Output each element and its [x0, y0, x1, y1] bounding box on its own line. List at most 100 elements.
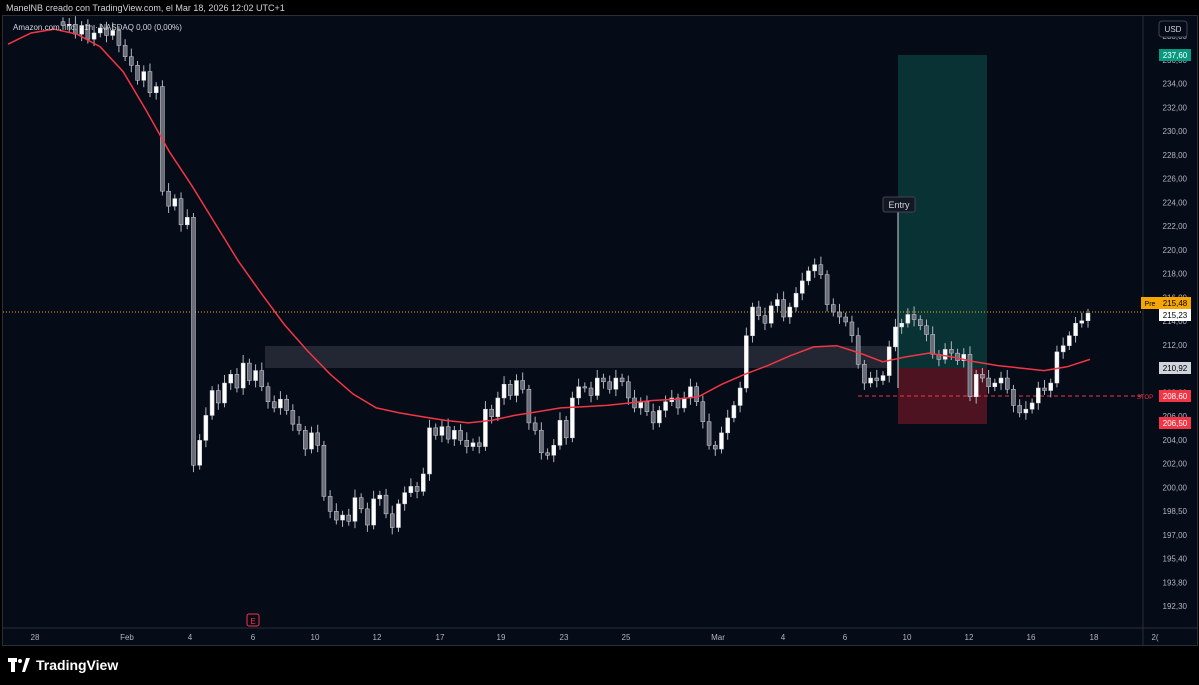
candle-body [650, 411, 656, 424]
candle-body [731, 405, 737, 419]
candle-body [787, 306, 793, 318]
pre-label-text: Pre [1145, 301, 1156, 308]
price-tag-zone-box [1159, 362, 1191, 374]
candle [918, 315, 923, 331]
earnings-marker-box[interactable] [246, 613, 260, 627]
candle-body [495, 397, 501, 417]
time-axis-tick-label: 17 [436, 633, 445, 642]
candle [980, 368, 985, 383]
price-tag-zone-text: 210,92 [1163, 364, 1188, 373]
candle-body [265, 386, 271, 402]
candle-body [967, 354, 973, 397]
candle [924, 319, 929, 342]
candle-body [365, 508, 370, 526]
candle [1036, 381, 1041, 410]
tradingview-logo[interactable]: TradingView [8, 657, 118, 673]
candle-body [1060, 345, 1066, 353]
candle-body [197, 440, 202, 466]
chart-panel[interactable]: Entry E Amazon.com, Inc. · 1h · NASDAQ 0… [2, 15, 1198, 646]
candle [1004, 369, 1010, 394]
candle-body [924, 325, 929, 335]
candle-body [259, 370, 265, 388]
price-tag-target-box [1159, 49, 1191, 61]
candle [284, 394, 289, 415]
candle [110, 22, 115, 40]
price-tag-pre: Pre 215,48 [1141, 297, 1191, 309]
candle [750, 302, 755, 343]
candle-body [452, 430, 457, 440]
time-axis-tick-label: 16 [1027, 633, 1036, 642]
price-axis-tick-label: 224,00 [1163, 198, 1188, 207]
currency-button-box[interactable] [1158, 20, 1188, 38]
candle [657, 406, 662, 428]
candle-body [812, 264, 817, 272]
price-axis-tick-label: 214,00 [1163, 317, 1188, 326]
price-axis-tick-label: 193,80 [1163, 578, 1188, 587]
candle-body [837, 311, 842, 318]
time-axis-tick-label: 4 [781, 633, 786, 642]
entry-label-box [882, 196, 916, 213]
candle [818, 256, 824, 280]
time-axis-tick-label: 19 [497, 633, 506, 642]
candle [725, 409, 730, 440]
resistance-zone [265, 346, 891, 368]
candle [340, 510, 345, 527]
candle [247, 358, 252, 385]
candle-body [781, 299, 786, 318]
candle [849, 315, 855, 343]
candle-body [340, 514, 345, 521]
candle [327, 490, 333, 519]
time-axis-tick-label: 18 [1090, 633, 1099, 642]
candle [383, 488, 389, 519]
candle-body [998, 377, 1004, 384]
price-tag-stop-zone: 206,50 [1159, 417, 1191, 429]
candle-body [414, 486, 420, 492]
candle-body [762, 315, 768, 324]
currency-button[interactable]: USD [1158, 20, 1188, 38]
candle-body [203, 415, 209, 441]
candle-body [539, 430, 544, 454]
candle [495, 391, 501, 422]
time-axis-tick-label: 10 [903, 633, 912, 642]
candle-body [930, 334, 935, 355]
candle-body [377, 494, 383, 500]
candle-body [1067, 335, 1072, 346]
candle [508, 379, 513, 400]
candle-body [874, 377, 880, 381]
candle-body [408, 486, 414, 493]
candle-body [178, 198, 184, 226]
candle-body [905, 314, 911, 324]
candle-body [793, 293, 799, 308]
candle-body [358, 497, 364, 510]
candle [1029, 398, 1035, 414]
price-chart[interactable]: Entry E Amazon.com, Inc. · 1h · NASDAQ 0… [3, 16, 1197, 645]
candle [122, 39, 128, 61]
candle [545, 448, 550, 460]
candle [334, 503, 339, 525]
candle [470, 438, 476, 451]
candle-body [327, 496, 333, 512]
candle [135, 60, 140, 85]
candle-body [464, 440, 470, 447]
candle [309, 426, 314, 454]
candle [713, 440, 718, 456]
tradingview-logo-text: TradingView [36, 657, 119, 673]
candle [421, 467, 426, 496]
candle [588, 381, 594, 403]
time-axis[interactable]: 28 Feb 4 6 10 12 17 19 23 25 Mar 4 6 10 12 16 18 2( [31, 633, 1159, 642]
candle [532, 416, 538, 435]
candle [799, 272, 805, 301]
currency-button-text: USD [1165, 25, 1182, 34]
candle [321, 440, 327, 501]
candle-body [1073, 322, 1078, 336]
candle [178, 192, 184, 232]
candle [719, 426, 724, 454]
moving-average-line [7, 28, 1091, 424]
candle-body [588, 387, 594, 396]
candle [104, 21, 109, 43]
candle-body [619, 377, 625, 383]
earnings-marker[interactable]: E [246, 613, 260, 627]
candle-body [166, 190, 171, 207]
price-axis-tick-label: 212,00 [1163, 341, 1188, 350]
candle-body [278, 398, 283, 409]
